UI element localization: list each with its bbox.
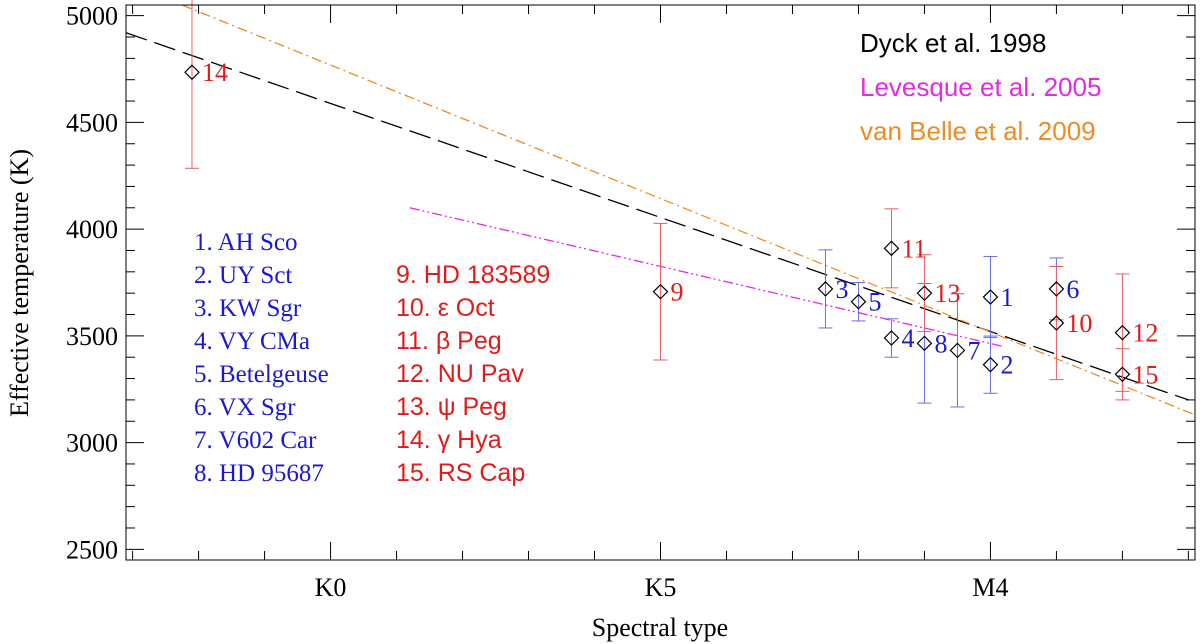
x-tick-label: M4 <box>972 573 1008 602</box>
data-point-4 <box>883 330 900 346</box>
point-label-3: 3 <box>835 275 848 304</box>
star-list-item: 11. β Peg <box>396 327 502 355</box>
star-list-item: 9. HD 183589 <box>396 261 550 289</box>
point-label-8: 8 <box>934 329 947 358</box>
point-label-15: 15 <box>1132 360 1158 389</box>
star-list-item: 1. AH Sco <box>194 229 297 256</box>
y-axis-label: Effective temperature (K) <box>5 149 34 417</box>
data-point-13 <box>916 285 933 302</box>
point-label-1: 1 <box>1000 283 1013 312</box>
data-point-8 <box>916 335 933 352</box>
data-point-7 <box>949 342 966 359</box>
legend-entry-2: Levesque et al. 2005 <box>860 72 1101 102</box>
data-point-14 <box>184 64 200 81</box>
data-point-15 <box>1114 366 1131 383</box>
data-point-2 <box>982 356 999 373</box>
data-point-11 <box>883 240 900 257</box>
y-tick-label: 3500 <box>66 322 118 351</box>
point-label-5: 5 <box>868 288 881 317</box>
major-ticks <box>126 5 1195 560</box>
star-list-item: 15. RS Cap <box>396 459 525 487</box>
y-tick-label: 3000 <box>66 429 118 458</box>
star-list-item: 4. VY CMa <box>194 328 310 355</box>
legend-entry-3: van Belle et al. 2009 <box>860 116 1096 146</box>
star-list-item: 8. HD 95687 <box>194 460 324 487</box>
data-point-12 <box>1114 324 1131 341</box>
data-point-1 <box>982 289 999 305</box>
y-tick-label: 5000 <box>66 2 118 31</box>
x-tick-label: K5 <box>645 573 677 602</box>
x-tick-label: K0 <box>315 573 347 602</box>
point-label-9: 9 <box>671 278 684 307</box>
point-label-4: 4 <box>901 324 914 353</box>
data-point-10 <box>1048 315 1065 331</box>
star-list-red: 9. HD 183589 10. ε Oct 11. β Peg 12. NU Pav… <box>396 261 550 487</box>
data-point-5 <box>850 293 867 310</box>
x-axis-label: Spectral type <box>592 613 728 642</box>
star-list-item: 12. NU Pav <box>396 360 524 388</box>
y-tick-label: 4000 <box>66 215 118 244</box>
relation-lines <box>125 4 1196 416</box>
star-list-item: 6. VX Sgr <box>194 394 296 421</box>
legend-entry-1: Dyck et al. 1998 <box>860 28 1046 58</box>
star-list-item: 13. ψ Peg <box>396 393 507 421</box>
data-point-3 <box>817 281 834 297</box>
star-list-item: 10. ε Oct <box>396 294 495 322</box>
data-points <box>184 64 1131 383</box>
minor-ticks <box>126 5 1195 560</box>
tick-labels: K0 K5 M4 2500 3000 3500 4000 4500 5000 <box>66 2 1009 602</box>
star-list-blue: 1. AH Sco 2. UY Sct 3. KW Sgr 4. VY CMa 5. B… <box>194 229 329 487</box>
point-label-14: 14 <box>202 58 228 87</box>
star-list-item: 14. γ Hya <box>396 426 502 454</box>
point-label-13: 13 <box>934 279 960 308</box>
star-list-item: 3. KW Sgr <box>194 295 302 322</box>
relation-line-1 <box>125 32 1189 401</box>
point-label-2: 2 <box>1000 351 1013 380</box>
star-list-item: 2. UY Sct <box>194 262 292 289</box>
y-tick-label: 4500 <box>66 108 118 137</box>
relation-line-2 <box>409 207 1004 348</box>
point-label-6: 6 <box>1066 275 1079 304</box>
point-label-11: 11 <box>901 234 926 263</box>
data-point-6 <box>1048 281 1065 297</box>
y-tick-label: 2500 <box>66 535 118 564</box>
star-list-item: 7. V602 Car <box>194 427 317 454</box>
point-label-7: 7 <box>967 336 980 365</box>
star-list-item: 5. Betelgeuse <box>194 361 329 388</box>
point-label-12: 12 <box>1132 319 1158 348</box>
error-bars <box>184 0 1130 408</box>
data-point-9 <box>652 283 669 300</box>
legend: Dyck et al. 1998 Levesque et al. 2005 van … <box>860 28 1101 146</box>
plot-frame <box>125 4 1196 561</box>
relation-line-3 <box>181 4 1196 416</box>
point-label-10: 10 <box>1066 309 1092 338</box>
